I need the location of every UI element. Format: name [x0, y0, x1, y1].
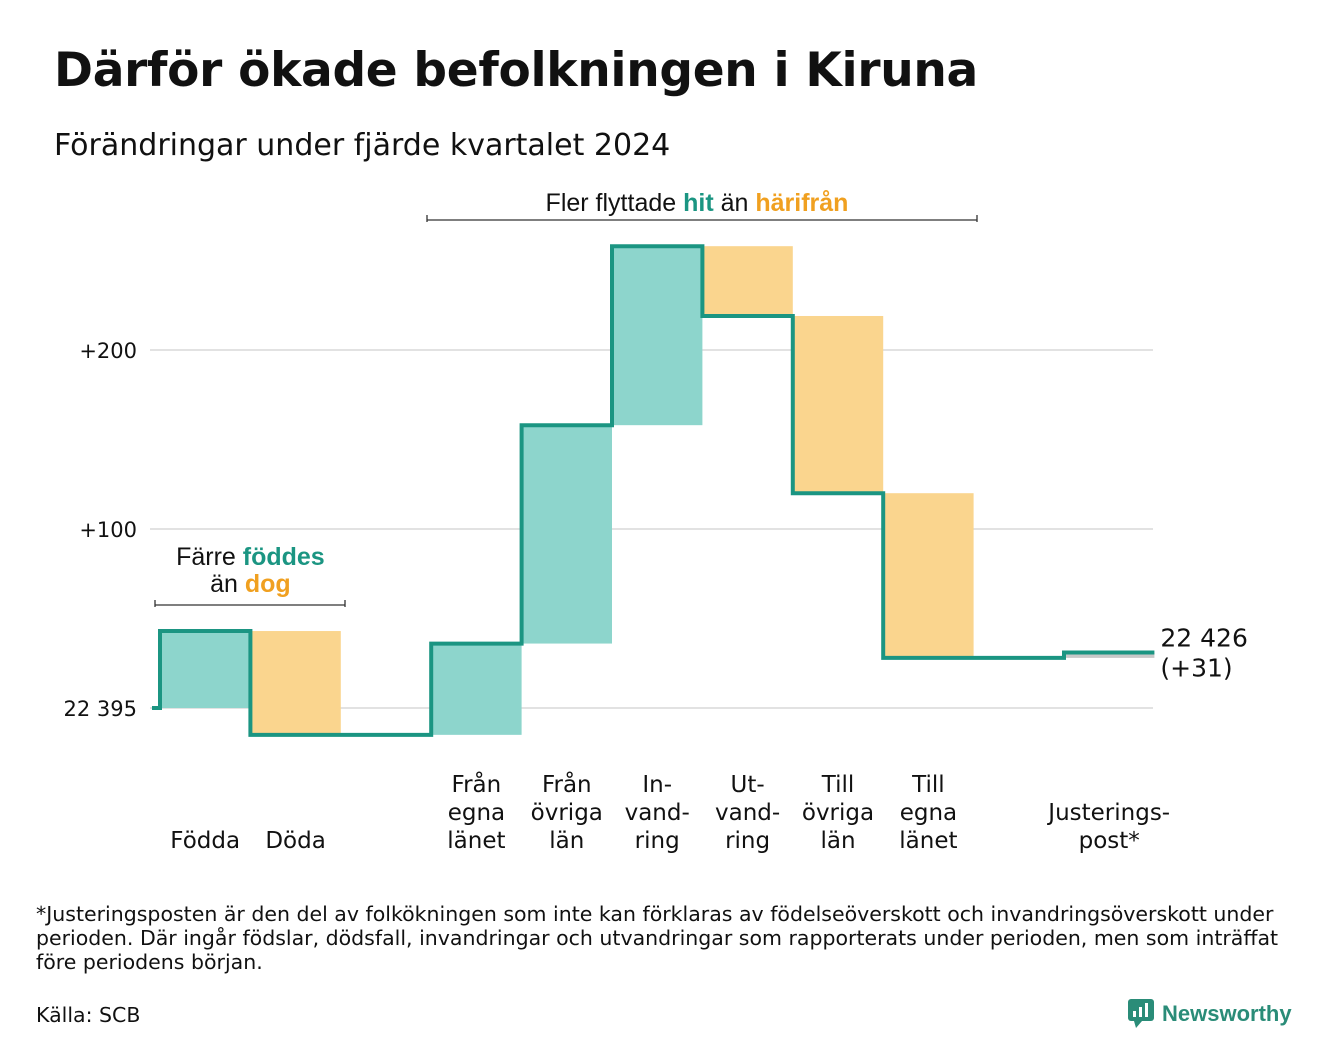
bar-step-4 [521, 425, 612, 644]
category-label-5: In-vand-ring [625, 772, 690, 854]
category-label-line: Från [542, 770, 592, 798]
category-label-line: Till [911, 772, 945, 798]
category-label-3: Från egna länet [447, 770, 505, 854]
category-label-10: Justerings-post* [1046, 800, 1170, 854]
bar-step-7 [792, 315, 884, 494]
bar-step-10 [1064, 652, 1155, 658]
category-label-line: vand- [625, 800, 690, 826]
category-label-line: egna [448, 800, 505, 826]
category-label-line: länet [447, 828, 505, 854]
y-tick-label: 22 395 [64, 697, 137, 721]
category-label-6: Ut-vand-ring [715, 772, 780, 854]
category-label-line: län [820, 828, 855, 854]
step-bars [160, 246, 1155, 735]
category-label-1: Döda [265, 828, 325, 854]
births-bracket [154, 600, 346, 607]
category-label-line: ring [725, 828, 770, 854]
y-tick-label: +200 [79, 339, 137, 363]
annotation-highlight-teal: föddes [243, 543, 325, 571]
category-label-line: egna [900, 800, 957, 826]
category-label-line: övriga [802, 800, 874, 826]
category-label-line: vand- [715, 800, 780, 826]
end-value-label: 22 426 (+31) [1160, 624, 1247, 683]
bar-step-3 [431, 643, 522, 735]
births-annotation-line1: Färre föddes [176, 543, 325, 571]
category-label-line: post* [1079, 828, 1140, 854]
births-annotation-line2: än dog [210, 570, 291, 598]
annotation-text: Färre [176, 543, 243, 571]
chart-subtitle: Förändringar under fjärde kvartalet 2024 [54, 128, 671, 163]
annotation-highlight-teal: hit [683, 189, 714, 217]
category-label-line: Till [821, 772, 855, 798]
category-label-7: Till övriga län [802, 772, 874, 854]
y-tick-label: +100 [79, 518, 137, 542]
category-label-line: Justerings- [1046, 800, 1170, 826]
annotation-text: än [210, 570, 245, 598]
annotation-text: än [714, 189, 756, 217]
end-value-line: (+31) [1160, 654, 1232, 683]
category-label-line: län [549, 828, 584, 854]
category-label-0: Födda [170, 828, 240, 854]
bar-step-6 [702, 246, 793, 316]
category-label-4: Från övriga län [531, 770, 603, 854]
newsworthy-logo-icon [1128, 999, 1154, 1028]
y-tick-labels: 22 395 +100 +200 [64, 339, 137, 721]
migration-bracket [426, 215, 978, 222]
step-line [152, 244, 1155, 737]
cumulative-step-line [152, 244, 1155, 737]
annotation-highlight-orange: härifrån [755, 189, 848, 217]
bar-step-5 [612, 246, 703, 426]
source-note: Källa: SCB [36, 1003, 141, 1027]
end-value-line: 22 426 [1160, 624, 1247, 653]
category-label-line: övriga [531, 800, 603, 826]
category-label-line: Döda [265, 828, 325, 854]
migration-annotation: Fler flyttade hit än härifrån [546, 189, 849, 217]
annotation-text: Fler flyttade [546, 189, 684, 217]
brand: Newsworthy [1128, 998, 1292, 1030]
category-label-line: Ut- [731, 772, 765, 798]
category-label-8: Till egna länet [899, 772, 957, 854]
chart-title: Därför ökade befolkningen i Kiruna [54, 43, 978, 98]
bar-step-8 [883, 493, 974, 658]
category-label-line: Från [452, 770, 502, 798]
brand-name: Newsworthy [1162, 1001, 1292, 1026]
bar-step-1 [250, 631, 341, 735]
category-label-line: In- [642, 772, 672, 798]
bar-step-0 [160, 631, 251, 708]
category-label-line: länet [899, 828, 957, 854]
footnote: *Justeringsposten är den del av folkökni… [36, 902, 1279, 974]
annotation-highlight-orange: dog [245, 570, 291, 598]
category-label-line: Födda [170, 828, 240, 854]
category-label-line: ring [635, 828, 680, 854]
